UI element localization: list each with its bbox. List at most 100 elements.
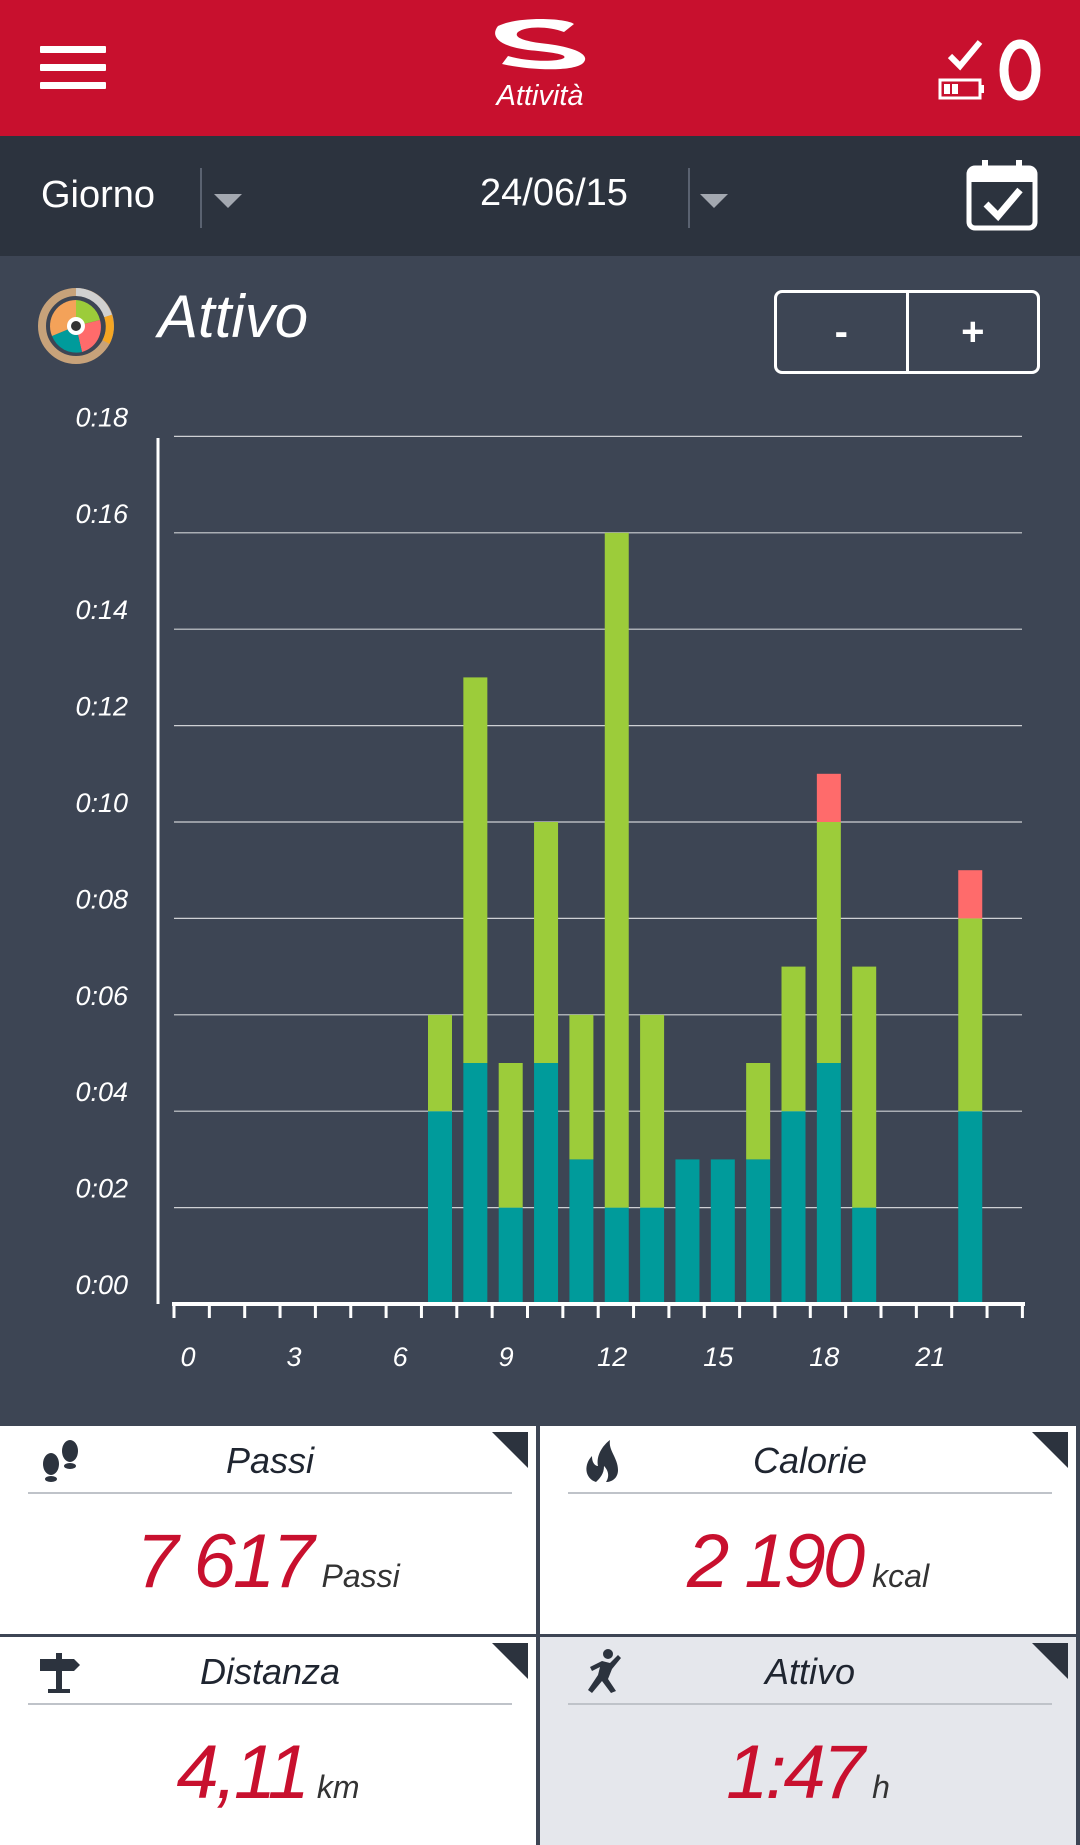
date-select[interactable]: 24/06/15: [480, 172, 628, 214]
y-tick-label: 0:08: [75, 884, 128, 914]
activity-band-icon: [999, 39, 1041, 101]
card-header: Distanza: [28, 1637, 512, 1705]
bar-segment: [428, 1111, 452, 1304]
section-title: Attivo: [158, 283, 309, 350]
x-tick-label: 18: [809, 1342, 839, 1372]
y-tick-label: 0:00: [75, 1270, 128, 1300]
bar-segment: [463, 677, 488, 1063]
x-tick-label: 12: [597, 1342, 627, 1372]
brand-logo-icon: [495, 19, 586, 70]
bar-segment: [569, 1159, 594, 1304]
divider: [688, 168, 690, 228]
hamburger-menu-icon[interactable]: [40, 46, 106, 90]
zoom-in-button[interactable]: +: [961, 309, 985, 354]
zoom-out-button[interactable]: -: [834, 309, 848, 354]
bar-segment: [958, 870, 983, 919]
divider: [200, 168, 202, 228]
expand-corner-icon[interactable]: [492, 1643, 528, 1679]
active-value: 1:47: [726, 1730, 865, 1815]
zoom-controls: - +: [774, 290, 1040, 374]
sync-check-icon: [947, 40, 983, 71]
page-title: Attività: [496, 80, 584, 112]
expand-corner-icon[interactable]: [1032, 1643, 1068, 1679]
y-tick-label: 0:06: [75, 981, 129, 1011]
period-select[interactable]: Giorno: [41, 174, 156, 216]
steps-card[interactable]: Passi 7 617 Passi: [0, 1426, 536, 1634]
x-tick-label: 6: [393, 1342, 409, 1372]
card-title: Distanza: [199, 1651, 341, 1692]
x-tick-label: 9: [499, 1342, 514, 1372]
bar-segment: [569, 1014, 594, 1160]
bar-segment: [816, 773, 841, 822]
card-value: 1:47 h: [540, 1729, 1076, 1816]
card-title: Passi: [225, 1440, 315, 1481]
y-tick-label: 0:04: [75, 1077, 128, 1107]
bar-segment: [816, 822, 841, 1063]
card-header: Passi: [28, 1426, 512, 1494]
bar-segment: [958, 918, 983, 1112]
filter-bar: Giorno 24/06/15: [0, 136, 1080, 256]
running-person-icon: [588, 1649, 621, 1693]
distance-value: 4,11: [176, 1730, 310, 1815]
distance-card[interactable]: Distanza 4,11 km: [0, 1637, 536, 1845]
device-status[interactable]: [938, 34, 1050, 104]
period-dropdown-icon[interactable]: [214, 194, 242, 208]
bar-segment: [534, 822, 559, 1063]
y-tick-label: 0:12: [75, 692, 128, 722]
signpost-icon: [40, 1653, 80, 1693]
calories-value: 2 190: [686, 1519, 865, 1604]
bar-segment: [463, 1063, 488, 1304]
bar-segment: [746, 1063, 771, 1160]
y-tick-label: 0:18: [75, 402, 128, 432]
app-header: Attività: [0, 0, 1080, 136]
bar-segment: [498, 1063, 523, 1208]
y-tick-label: 0:16: [75, 499, 129, 529]
distance-unit: km: [316, 1769, 360, 1805]
footprints-icon: [43, 1440, 78, 1482]
active-unit: h: [872, 1769, 890, 1805]
card-header: Calorie: [568, 1426, 1052, 1494]
flame-icon: [586, 1440, 618, 1482]
x-tick-label: 0: [180, 1342, 195, 1372]
card-header: Attivo: [568, 1637, 1052, 1705]
y-tick-label: 0:02: [75, 1174, 128, 1204]
bar-segment: [604, 1207, 629, 1304]
bar-segment: [852, 1207, 877, 1304]
card-value: 4,11 km: [0, 1729, 536, 1816]
y-tick-label: 0:14: [75, 595, 128, 625]
card-value: 7 617 Passi: [0, 1518, 536, 1605]
bar-segment: [675, 1159, 700, 1304]
date-dropdown-icon[interactable]: [700, 194, 728, 208]
calendar-check-icon[interactable]: [966, 158, 1038, 232]
bar-segment: [640, 1207, 665, 1304]
calories-unit: kcal: [872, 1558, 930, 1594]
x-tick-label: 3: [287, 1342, 302, 1372]
card-title: Attivo: [764, 1651, 856, 1692]
expand-corner-icon[interactable]: [1032, 1432, 1068, 1468]
bar-segment: [816, 1063, 841, 1304]
bar-segment: [640, 1014, 665, 1208]
steps-value: 7 617: [136, 1519, 314, 1604]
bar-segment: [781, 966, 806, 1112]
x-tick-label: 15: [703, 1342, 734, 1372]
y-tick-label: 0:10: [75, 788, 128, 818]
divider: [905, 293, 909, 371]
expand-corner-icon[interactable]: [492, 1432, 528, 1468]
battery-low-icon: [938, 78, 984, 100]
bar-segment: [958, 1111, 983, 1304]
calories-card[interactable]: Calorie 2 190 kcal: [540, 1426, 1076, 1634]
activity-chart: 0:00 0:02 0:04 0:06 0:08 0:10 0:12 0:14 0:16 0:18…: [75, 402, 1025, 1372]
bar-segment: [604, 532, 629, 1208]
bar-segment: [746, 1159, 771, 1304]
bar-segment: [534, 1063, 559, 1304]
bar-segment: [428, 1014, 452, 1112]
active-card[interactable]: Attivo 1:47 h: [540, 1637, 1076, 1845]
bar-segment: [498, 1207, 523, 1304]
card-title: Calorie: [752, 1440, 868, 1481]
bar-segment: [781, 1111, 806, 1304]
steps-unit: Passi: [321, 1558, 400, 1594]
bar-segment: [852, 966, 877, 1208]
x-tick-label: 21: [914, 1342, 945, 1372]
card-value: 2 190 kcal: [540, 1518, 1076, 1605]
bar-segment: [710, 1159, 735, 1304]
